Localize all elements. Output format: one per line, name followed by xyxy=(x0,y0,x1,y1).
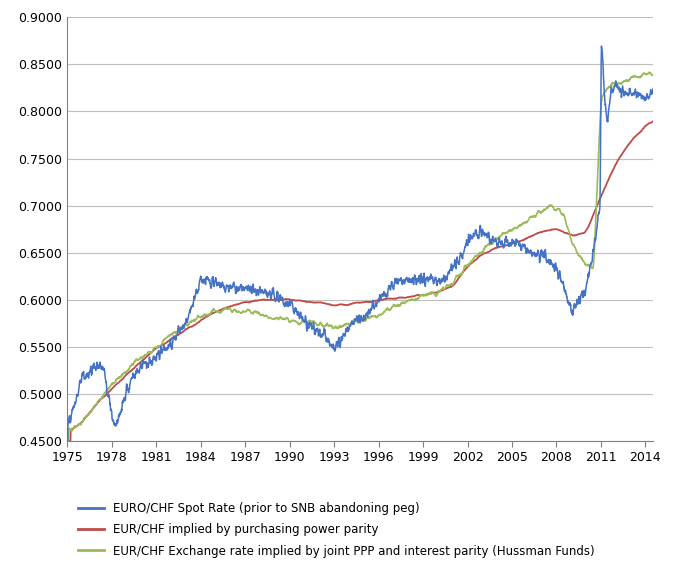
Legend: EURO/CHF Spot Rate (prior to SNB abandoning peg), EUR/CHF implied by purchasing : EURO/CHF Spot Rate (prior to SNB abandon… xyxy=(73,498,600,563)
